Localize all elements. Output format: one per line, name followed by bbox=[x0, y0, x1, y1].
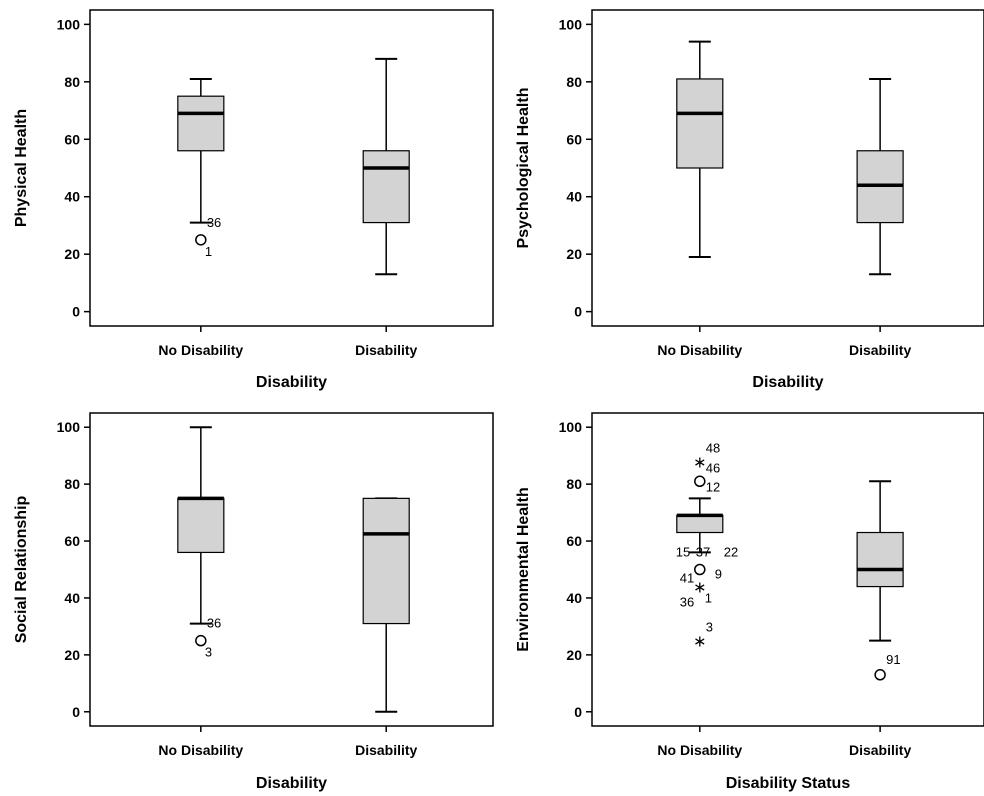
y-tick-label: 60 bbox=[566, 533, 582, 549]
y-tick-label: 20 bbox=[64, 647, 80, 663]
x-tick-label: No Disability bbox=[158, 742, 243, 758]
x-tick-label: No Disability bbox=[657, 742, 742, 758]
iqr-box bbox=[177, 497, 225, 554]
outlier-case-label: 48 bbox=[706, 440, 720, 455]
x-tick-label: No Disability bbox=[158, 342, 243, 358]
box-no-disability bbox=[676, 40, 724, 259]
y-tick-label: 20 bbox=[64, 246, 80, 262]
boxplot-panel-1: 0 20 40 60 80 100 No Disability Disability Disab… bbox=[13, 9, 494, 391]
x-tick-label: Disability bbox=[355, 742, 417, 758]
box-disability bbox=[362, 497, 410, 713]
box-no-disability: 36 3 bbox=[177, 426, 225, 660]
extreme-star: ∗ bbox=[693, 578, 706, 597]
iqr-box bbox=[362, 497, 410, 625]
y-tick-label: 80 bbox=[64, 476, 80, 492]
box-disability bbox=[362, 57, 410, 276]
x-tick-label: Disability bbox=[355, 342, 417, 358]
box-disability: 91 bbox=[856, 480, 904, 681]
y-tick-label: 40 bbox=[566, 590, 582, 606]
y-axis-title: Social Relationship bbox=[13, 495, 30, 643]
x-axis-title: Disability Status bbox=[726, 775, 851, 792]
y-tick-label: 40 bbox=[64, 189, 80, 205]
y-tick-label: 60 bbox=[64, 131, 80, 147]
y-tick-label: 20 bbox=[566, 246, 582, 262]
y-tick-label: 60 bbox=[566, 131, 582, 147]
y-axis-title: Physical Health bbox=[13, 109, 30, 227]
y-tick-label: 0 bbox=[72, 304, 80, 320]
y-tick-label: 40 bbox=[64, 590, 80, 606]
boxplot-panel-3: 0 20 40 60 80 100 No Disability Disability Disab… bbox=[13, 412, 494, 792]
boxplot-panel-4: 0 20 40 60 80 100 No Disability Disability Disab… bbox=[515, 412, 984, 792]
iqr-box bbox=[676, 78, 724, 169]
outlier-case-label: 22 bbox=[724, 544, 738, 559]
plot-frame bbox=[591, 9, 984, 327]
outlier-case-label: 36 bbox=[207, 616, 221, 631]
outlier-case-label: 3 bbox=[706, 620, 713, 635]
plot-frame bbox=[591, 412, 984, 727]
y-tick-label: 0 bbox=[72, 704, 80, 720]
outlier-case-label: 12 bbox=[706, 479, 720, 494]
iqr-box bbox=[676, 514, 724, 534]
outlier-case-label: 46 bbox=[706, 460, 720, 475]
outlier-circle bbox=[874, 669, 886, 681]
outlier-circle bbox=[195, 234, 207, 246]
y-axis-title: Psychological Health bbox=[515, 88, 532, 249]
x-axis-title: Disability bbox=[256, 374, 327, 391]
outlier-case-label: 91 bbox=[886, 652, 900, 667]
outlier-case-label: 15 bbox=[676, 544, 690, 559]
boxplot-panel-2: 0 20 40 60 80 100 No Disability Disability Disab… bbox=[515, 9, 984, 391]
extreme-star: ∗ bbox=[693, 452, 706, 471]
outlier-case-label: 1 bbox=[205, 244, 212, 259]
outlier-case-label: 41 bbox=[680, 571, 694, 586]
y-tick-label: 80 bbox=[566, 74, 582, 90]
y-tick-label: 80 bbox=[64, 74, 80, 90]
x-axis-title: Disability bbox=[752, 374, 823, 391]
outlier-circle bbox=[195, 634, 207, 647]
y-tick-label: 0 bbox=[574, 704, 582, 720]
x-axis-title: Disability bbox=[256, 775, 327, 792]
outlier-case-label: 1 bbox=[705, 591, 712, 606]
outlier-case-label: 36 bbox=[680, 595, 694, 610]
iqr-box bbox=[177, 95, 225, 152]
x-tick-label: No Disability bbox=[657, 342, 742, 358]
plot-frame bbox=[89, 9, 494, 327]
y-tick-label: 40 bbox=[566, 189, 582, 205]
outlier-case-label: 3 bbox=[205, 645, 212, 660]
y-axis-title: Environmental Health bbox=[515, 487, 532, 651]
plot-frame bbox=[89, 412, 494, 727]
y-tick-label: 100 bbox=[559, 16, 583, 32]
y-tick-label: 100 bbox=[57, 16, 81, 32]
box-disability bbox=[856, 77, 904, 276]
y-tick-label: 100 bbox=[57, 419, 81, 435]
y-tick-label: 60 bbox=[64, 533, 80, 549]
outlier-circle bbox=[694, 563, 706, 576]
outlier-case-label: 37 bbox=[696, 544, 710, 559]
y-tick-label: 80 bbox=[566, 476, 582, 492]
outlier-case-label: 36 bbox=[207, 215, 221, 230]
x-tick-label: Disability bbox=[849, 342, 911, 358]
y-tick-label: 100 bbox=[559, 419, 583, 435]
iqr-box bbox=[856, 531, 904, 588]
y-tick-label: 0 bbox=[574, 304, 582, 320]
y-tick-label: 20 bbox=[566, 647, 582, 663]
outlier-case-label: 9 bbox=[715, 567, 722, 582]
extreme-star: ∗ bbox=[693, 632, 706, 651]
outlier-circle bbox=[694, 475, 706, 488]
iqr-box bbox=[362, 150, 410, 224]
x-tick-label: Disability bbox=[849, 742, 911, 758]
box-no-disability: 36 1 bbox=[177, 77, 225, 259]
